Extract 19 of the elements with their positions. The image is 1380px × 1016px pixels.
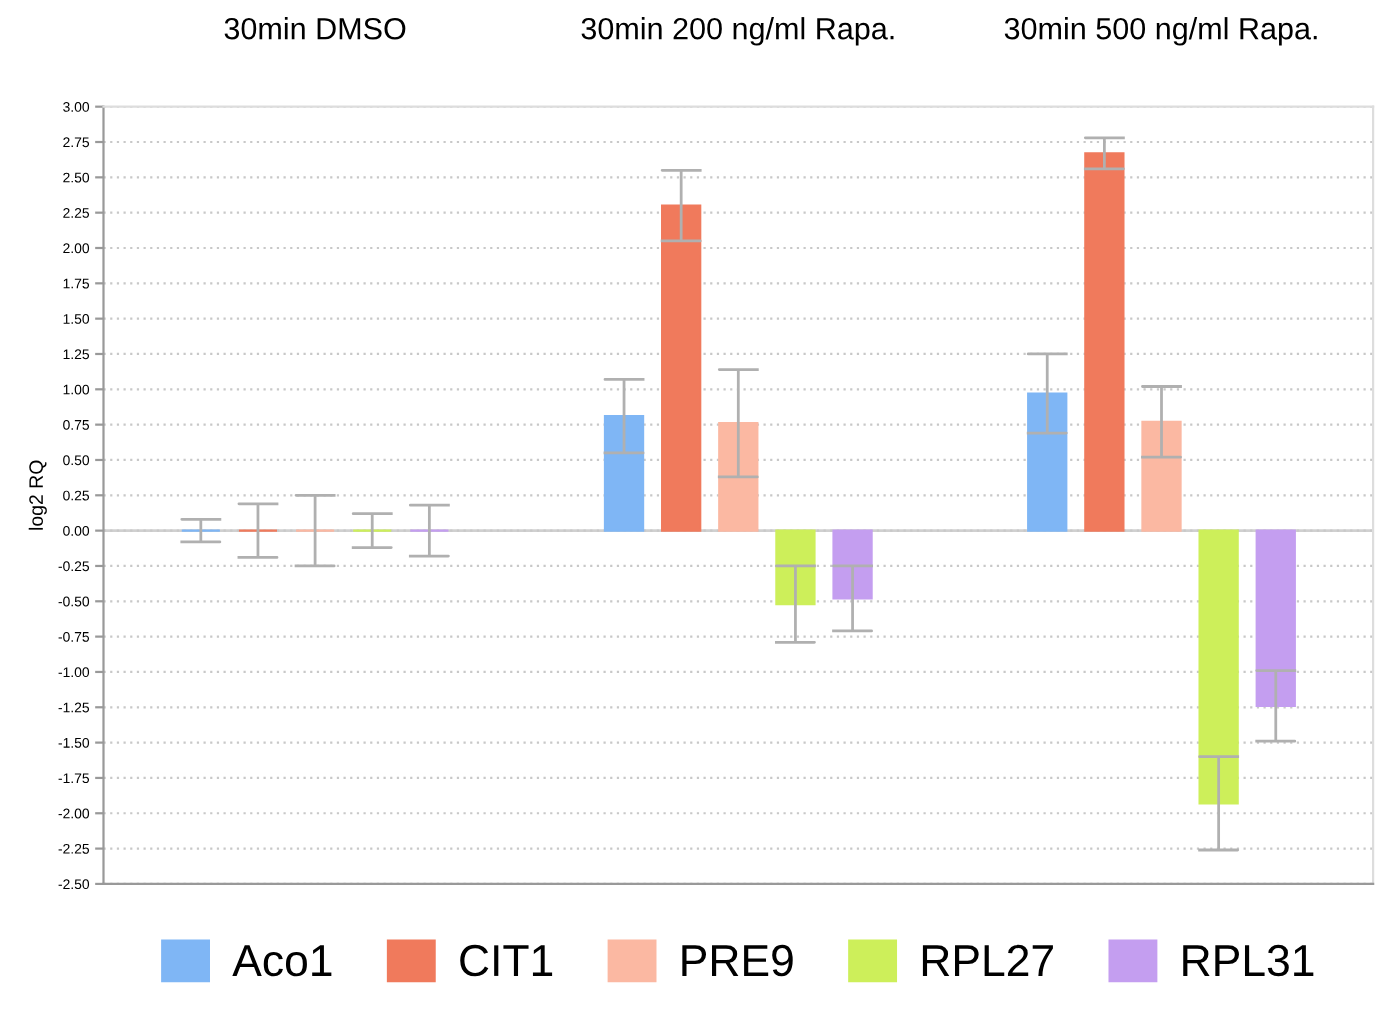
bar [775, 529, 816, 606]
y-axis-title: log2 RQ [28, 460, 47, 530]
bar [718, 422, 759, 532]
bar [1027, 392, 1068, 532]
bar [661, 204, 702, 532]
legend-label: RPL31 [1183, 944, 1314, 977]
bar [832, 529, 873, 600]
legend-label: RPL27 [922, 944, 1053, 976]
bar [1198, 529, 1239, 805]
x-tick-label: 30min DMSO [224, 17, 406, 40]
legend-label: Aco1 [232, 945, 332, 977]
bar [1084, 152, 1125, 532]
x-tick-label: 30min 200 ng/ml Rapa. [581, 17, 894, 46]
legend-label: CIT1 [460, 944, 553, 977]
bar [603, 415, 645, 532]
x-tick-label: 30min 500 ng/ml Rapa. [1004, 17, 1317, 46]
bar [1141, 420, 1182, 532]
bar [1255, 529, 1296, 707]
legend-label: PRE9 [682, 944, 793, 977]
